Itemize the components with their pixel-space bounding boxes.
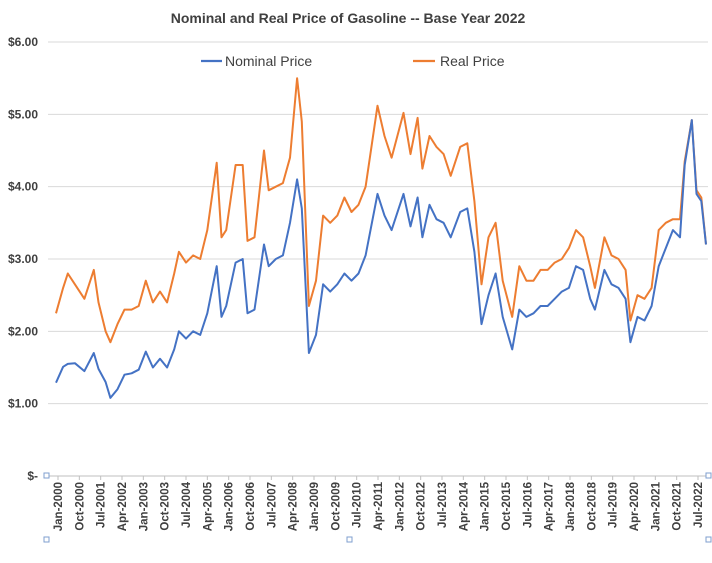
resize-handle[interactable]	[43, 536, 50, 543]
x-tick-label: Jan-2018	[565, 481, 577, 531]
x-tick-label: Apr-2002	[117, 482, 129, 531]
x-tick-label: Oct-2003	[160, 482, 172, 531]
x-tick-label: Jan-2015	[480, 481, 492, 531]
series-line-real-price	[55, 77, 707, 344]
x-tick-label: Jan-2021	[650, 481, 662, 531]
x-tick-label: Jul-2022	[693, 482, 705, 528]
x-tick-label: Jan-2000	[53, 482, 65, 531]
x-tick-label: Oct-2000	[74, 482, 86, 531]
resize-handle[interactable]	[43, 472, 50, 479]
legend-label-real-price: Real Price	[440, 53, 505, 69]
x-tick-label: Oct-2018	[586, 481, 598, 530]
x-tick-label: Jul-2001	[96, 481, 108, 528]
x-tick-label: Jan-2006	[224, 482, 236, 531]
y-tick-label: $5.00	[8, 107, 38, 121]
x-tick-label: Jul-2004	[181, 481, 193, 528]
x-tick-label: Jul-2016	[522, 482, 534, 528]
y-tick-label: $6.00	[8, 35, 38, 49]
x-tick-label: Jan-2003	[138, 482, 150, 531]
x-tick-label: Jan-2012	[394, 482, 406, 531]
x-tick-label: Jul-2007	[266, 482, 278, 528]
x-tick-label: Apr-2005	[202, 481, 214, 531]
x-tick-label: Oct-2012	[416, 482, 428, 531]
gridlines	[48, 41, 708, 405]
selection-handles	[43, 472, 712, 543]
x-tick-label: Jan-2009	[309, 482, 321, 531]
resize-handle[interactable]	[705, 536, 712, 543]
x-tick-label: Oct-2009	[330, 482, 342, 531]
series-lines	[55, 77, 707, 399]
resize-handle[interactable]	[346, 536, 353, 543]
x-tick-label: Apr-2014	[458, 481, 470, 531]
x-tick-label: Apr-2020	[629, 482, 641, 531]
legend: Nominal Price Real Price	[201, 53, 505, 69]
x-tick-label: Jul-2019	[608, 482, 620, 528]
y-tick-label: $3.00	[8, 252, 38, 266]
resize-handle[interactable]	[705, 472, 712, 479]
x-tick-label: Apr-2011	[373, 481, 385, 530]
legend-label-nominal-price: Nominal Price	[225, 53, 312, 69]
x-tick-label: Oct-2021	[672, 481, 684, 530]
series-line-nominal-price	[55, 119, 707, 399]
x-tick-label: Apr-2017	[544, 482, 556, 531]
x-tick-label: Oct-2015	[501, 481, 513, 530]
x-tick-label: Apr-2008	[288, 481, 300, 531]
y-tick-label: $2.00	[8, 324, 38, 338]
y-tick-label: $1.00	[8, 397, 38, 411]
x-tick-label: Oct-2006	[245, 482, 257, 531]
y-tick-label: $4.00	[8, 180, 38, 194]
chart-title: Nominal and Real Price of Gasoline -- Ba…	[171, 10, 526, 26]
axes	[48, 475, 708, 480]
x-tick-label: Jul-2013	[437, 482, 449, 528]
y-tick-label: $-	[27, 469, 38, 483]
x-tick-label: Jul-2010	[352, 482, 364, 528]
tick-labels: $- $1.00 $2.00 $3.00 $4.00 $5.00 $6.00 Jan-2000…	[8, 35, 705, 531]
